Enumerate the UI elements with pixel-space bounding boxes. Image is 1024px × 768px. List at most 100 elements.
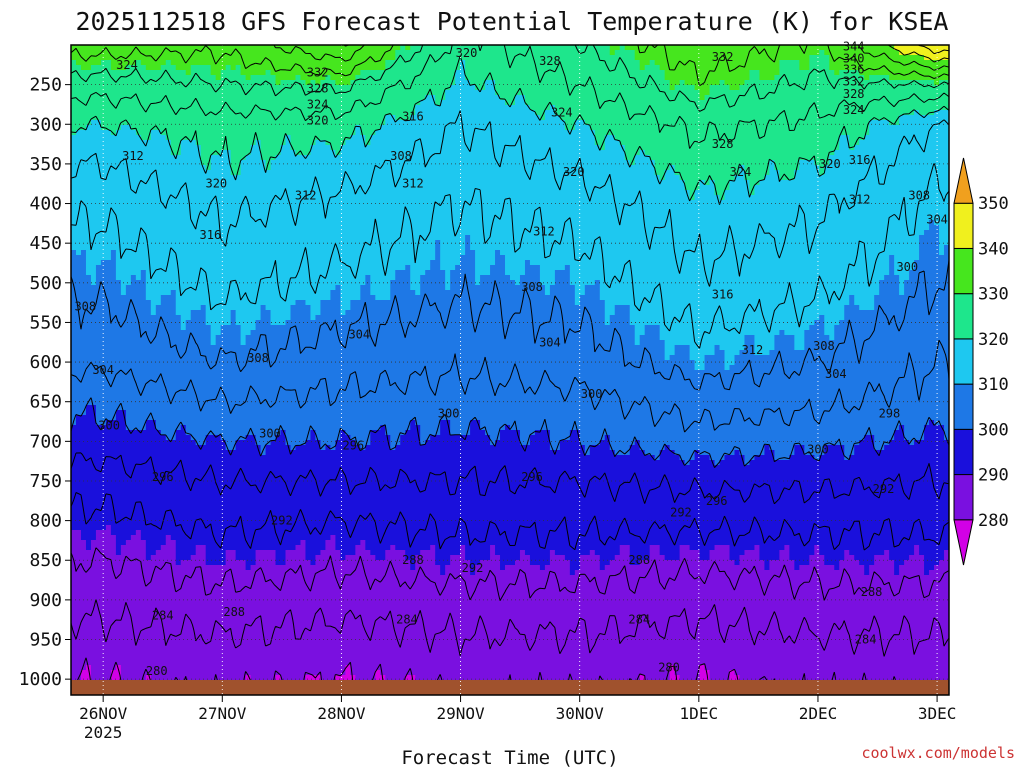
contour-label: 308 [521, 280, 543, 294]
contour-label: 324 [307, 97, 329, 111]
contour-label: 304 [539, 335, 561, 349]
contour-label: 308 [813, 339, 835, 353]
y-tick-label: 850 [29, 550, 62, 571]
contour-label: 316 [849, 153, 871, 167]
contour-label: 288 [861, 585, 883, 599]
contour-label: 304 [348, 327, 370, 341]
colorbar-bin [953, 157, 974, 204]
contour-label: 292 [670, 506, 692, 520]
x-tick-label: 27NOV [198, 704, 247, 723]
contour-label: 298 [879, 407, 901, 421]
contour-label: 296 [706, 494, 728, 508]
contour-label: 336 [843, 63, 865, 77]
x-tick-label: 26NOV [79, 704, 128, 723]
contour-label: 284 [855, 633, 877, 647]
contour-label: 332 [843, 74, 865, 88]
y-tick-label: 600 [29, 352, 62, 373]
contour-label: 304 [92, 363, 114, 377]
contour-label: 284 [396, 613, 418, 627]
theta-contour-lines [71, 45, 949, 695]
y-tick-label: 750 [29, 471, 62, 492]
contour-label: 312 [533, 224, 555, 238]
y-tick-label: 350 [29, 154, 62, 175]
colorbar-bin [953, 247, 974, 295]
contour-label: 284 [628, 613, 650, 627]
credit-text: coolwx.com/models [861, 744, 1015, 762]
contour-label: 316 [200, 228, 222, 242]
colorbar-label: 300 [978, 420, 1009, 440]
theta-contour-layer [71, 45, 949, 695]
y-tick-label: 550 [29, 312, 62, 333]
contour-label: 284 [152, 609, 174, 623]
y-tick-label: 250 [29, 75, 62, 96]
contour-label: 332 [307, 66, 329, 80]
contour-label: 304 [825, 367, 847, 381]
contour-label: 280 [658, 660, 680, 674]
contour-label: 280 [146, 664, 168, 678]
contour-label: 300 [896, 260, 918, 274]
x-tick-label: 28NOV [317, 704, 366, 723]
y-tick-label: 650 [29, 392, 62, 413]
contour-label: 304 [926, 212, 948, 226]
x-tick-label: 1DEC [680, 704, 719, 723]
contour-label: 320 [205, 177, 227, 191]
contour-label: 288 [628, 553, 650, 567]
contour-label: 328 [539, 54, 561, 68]
y-tick-label: 950 [29, 630, 62, 651]
contour-label: 320 [819, 157, 841, 171]
contour-label: 332 [712, 50, 734, 64]
contour-label: 292 [873, 482, 895, 496]
colorbar-label: 350 [978, 194, 1009, 214]
contour-label: 344 [843, 40, 865, 54]
x-tick-label: 2DEC [799, 704, 838, 723]
theta-fill-layer [71, 45, 949, 695]
contour-label: 308 [908, 189, 930, 203]
x-axis: 26NOV 27NOV 28NOV 29NOV 30NOV 1DEC 2DEC 3DEC 202… [79, 695, 956, 742]
x-tick-label: 29NOV [436, 704, 485, 723]
contour-label: 296 [521, 470, 543, 484]
colorbar-bin [953, 202, 974, 249]
colorbar-label: 330 [978, 285, 1009, 305]
contour-label: 300 [807, 442, 829, 456]
colorbar-bin [953, 519, 974, 566]
contour-label: 320 [563, 165, 585, 179]
contour-label: 312 [295, 189, 317, 203]
y-axis: 250 300 350 400 450 500 550 600 650 700 750 800 850 9… [19, 75, 71, 690]
contour-label: 292 [271, 514, 293, 528]
y-tick-label: 900 [29, 590, 62, 611]
x-tick-label: 30NOV [556, 704, 605, 723]
colorbar-label: 320 [978, 330, 1009, 350]
contour-label: 308 [74, 300, 96, 314]
contour-label: 324 [116, 58, 138, 72]
contour-label: 328 [843, 87, 865, 101]
contour-label: 300 [438, 407, 460, 421]
contour-label: 296 [152, 470, 174, 484]
contour-label: 316 [712, 288, 734, 302]
contour-label: 328 [712, 137, 734, 151]
contour-label: 308 [390, 149, 412, 163]
contour-label: 328 [307, 82, 329, 96]
plot-area: 324 312 308 304 300 296 284 280 320 316 288 308 300 2… [70, 40, 950, 696]
grid-layer [71, 45, 949, 695]
contour-label: 320 [456, 46, 478, 60]
contour-label: 324 [730, 165, 752, 179]
contour-label: 324 [843, 103, 865, 117]
y-tick-label: 450 [29, 233, 62, 254]
colorbar-label: 280 [978, 511, 1009, 531]
colorbar-bin [953, 428, 974, 476]
contour-label: 340 [843, 51, 865, 65]
y-tick-label: 700 [29, 431, 62, 452]
contour-label: 288 [223, 605, 245, 619]
y-tick-label: 500 [29, 273, 62, 294]
contour-label: 300 [581, 387, 603, 401]
colorbar-bin [953, 293, 974, 340]
contour-label-layer: 324 312 308 304 300 296 284 280 320 316 288 308 300 2… [74, 40, 947, 679]
colorbar-bin [953, 338, 974, 385]
colorbar: 280 290 300 310 320 330 340 350 [953, 157, 1009, 566]
contour-label: 324 [551, 105, 573, 119]
ground-band [71, 680, 949, 695]
contour-label: 312 [742, 343, 764, 357]
contour-label: 300 [98, 418, 120, 432]
contour-label: 320 [307, 113, 329, 127]
